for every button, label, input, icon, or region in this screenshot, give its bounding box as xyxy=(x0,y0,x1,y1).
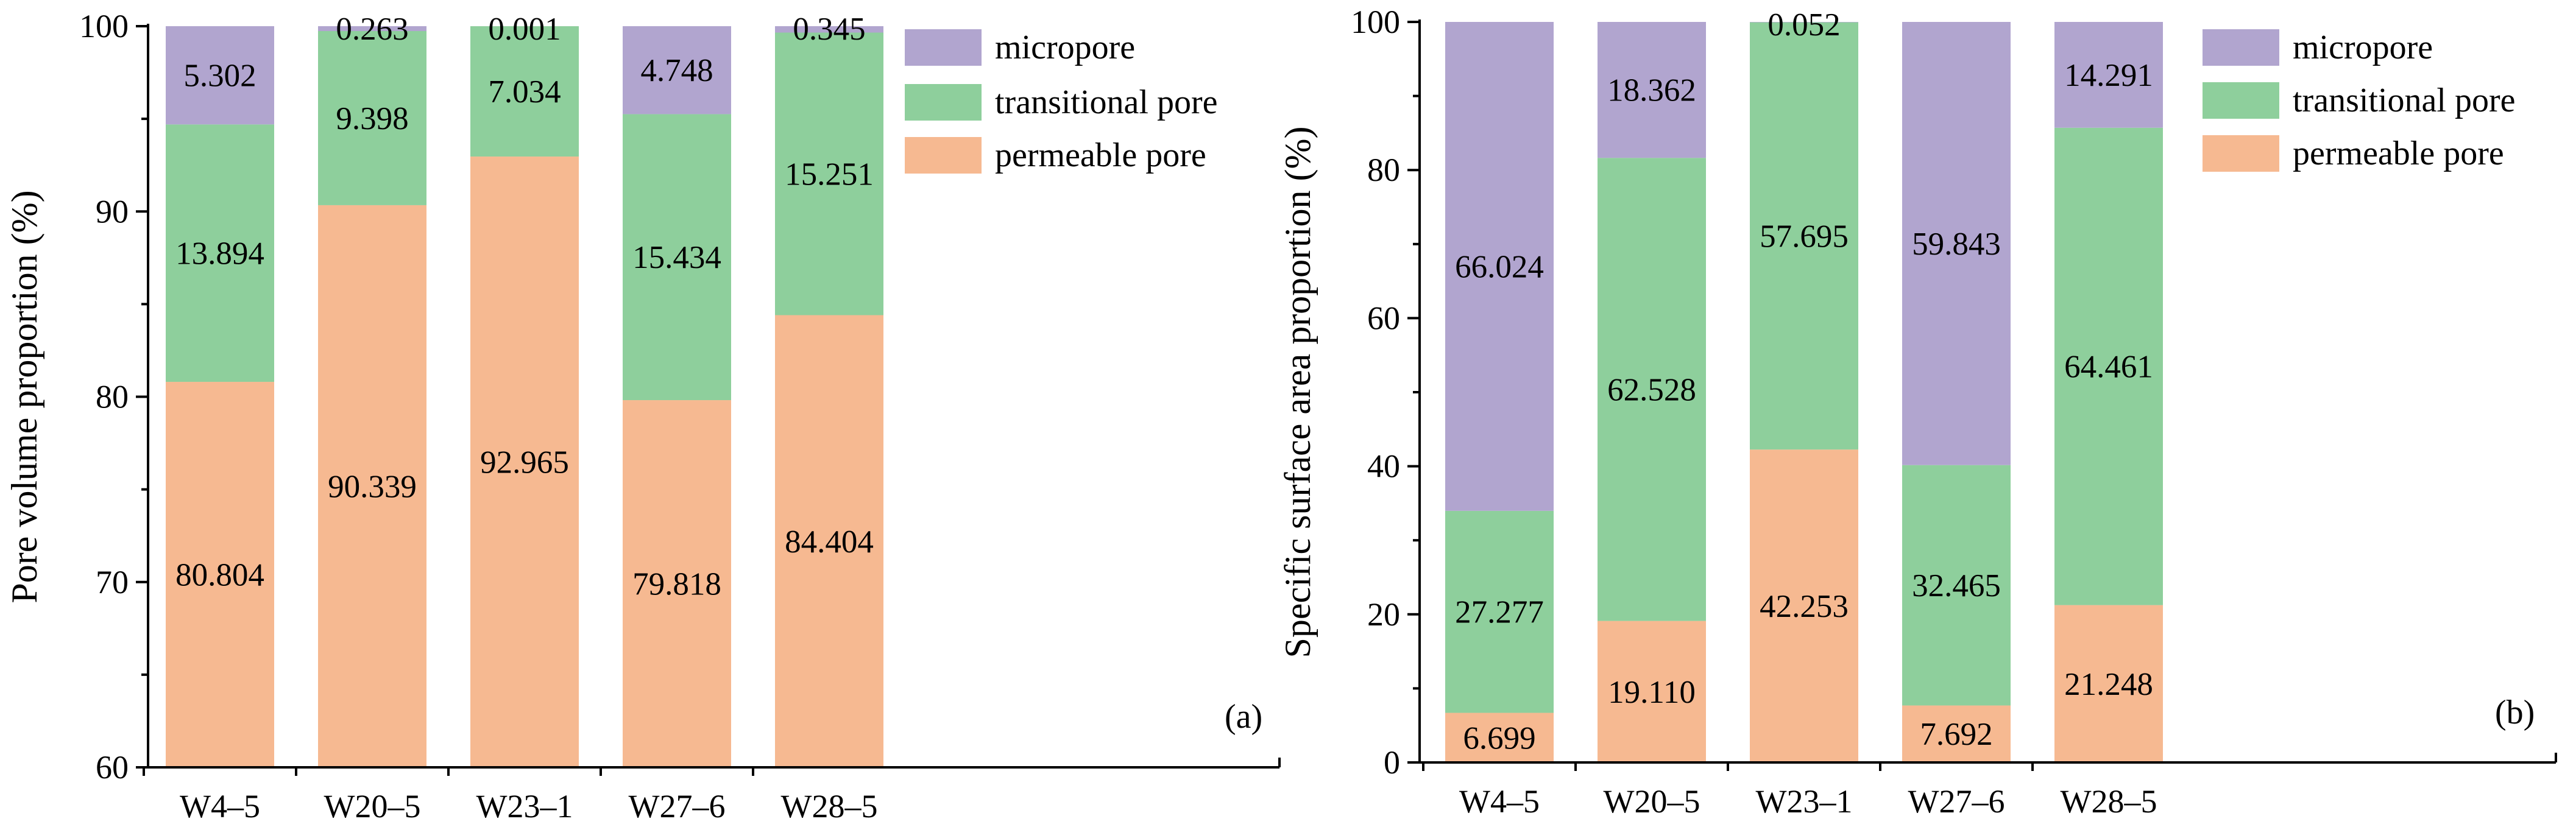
x-tick-label: W20–5 xyxy=(324,788,421,825)
legend-label: transitional pore xyxy=(995,83,1217,121)
bar-segment-permeable-pore xyxy=(623,400,731,767)
data-label: 79.818 xyxy=(632,567,721,602)
bar-segment-transitional-pore xyxy=(166,124,274,382)
legend-label: transitional pore xyxy=(2293,82,2515,119)
bar-segment-micropore xyxy=(1598,22,1706,158)
y-tick-label: 70 xyxy=(96,564,129,600)
data-label: 21.248 xyxy=(2064,667,2153,702)
panel-label: (a) xyxy=(1225,698,1262,736)
data-label: 62.528 xyxy=(1607,372,1696,407)
data-label: 5.302 xyxy=(183,58,256,94)
panel-label: (b) xyxy=(2495,694,2535,731)
y-tick-label: 100 xyxy=(1351,4,1400,40)
chart-panel-b: 6.699 27.277 66.024 W4–5 19.110 62.528 18.362 W… xyxy=(1278,4,2557,820)
bar-segment-permeable-pore xyxy=(166,382,274,767)
bar-segment-transitional-pore xyxy=(2054,127,2163,605)
data-label: 57.695 xyxy=(1760,219,1849,254)
y-tick-label: 80 xyxy=(1367,152,1400,188)
bar-segment-transitional-pore xyxy=(318,31,426,205)
y-axis-title: Pore volume proportion (%) xyxy=(4,190,44,603)
data-label: 9.398 xyxy=(336,101,408,136)
y-axis-title: Specific surface area proportion (%) xyxy=(1278,127,1318,658)
data-label: 6.699 xyxy=(1463,720,1535,756)
x-tick-label: W4–5 xyxy=(1459,783,1540,820)
bar-segment-micropore xyxy=(775,26,883,33)
bar-segment-transitional-pore xyxy=(470,26,579,157)
bar-segment-permeable-pore xyxy=(1902,705,2011,762)
data-label: 14.291 xyxy=(2064,58,2153,93)
bar-segment-micropore xyxy=(2054,22,2163,128)
bar-segment-transitional-pore xyxy=(1750,22,1858,450)
y-tick-label: 40 xyxy=(1367,448,1400,485)
y-tick-label: 90 xyxy=(96,193,129,230)
bar-segment-micropore xyxy=(1750,22,1858,23)
x-tick-label: W27–6 xyxy=(629,788,726,825)
legend-swatch xyxy=(905,84,982,121)
data-label: 15.434 xyxy=(632,240,721,275)
data-label: 4.748 xyxy=(640,53,713,88)
bar-segment-permeable-pore xyxy=(2054,605,2163,762)
legend-swatch xyxy=(2203,135,2279,172)
data-label: 18.362 xyxy=(1607,73,1696,108)
data-label: 0.263 xyxy=(336,12,408,47)
legend-label: permeable pore xyxy=(2293,135,2504,172)
bar-segment-transitional-pore xyxy=(623,114,731,401)
data-label: 0.052 xyxy=(1767,7,1840,43)
y-tick-label: 80 xyxy=(96,379,129,415)
x-tick-label: W23–1 xyxy=(1756,783,1853,820)
bar-segment-micropore xyxy=(318,26,426,32)
bar-segment-permeable-pore xyxy=(470,157,579,767)
y-tick-label: 0 xyxy=(1384,744,1400,781)
legend-swatch xyxy=(905,29,982,66)
data-label: 64.461 xyxy=(2064,350,2153,385)
bar-segment-transitional-pore xyxy=(1598,158,1706,621)
data-label: 19.110 xyxy=(1608,675,1696,710)
legend-label: micropore xyxy=(995,29,1135,66)
bar-segment-permeable-pore xyxy=(775,315,883,767)
bar-segment-transitional-pore xyxy=(1902,465,2011,706)
data-label: 13.894 xyxy=(175,236,264,272)
data-label: 0.001 xyxy=(488,12,561,47)
data-label: 32.465 xyxy=(1912,568,2001,604)
bar-segment-permeable-pore xyxy=(1750,449,1858,762)
legend-label: permeable pore xyxy=(995,136,1206,174)
x-tick-label: W27–6 xyxy=(1908,783,2005,820)
x-tick-label: W23–1 xyxy=(476,788,573,825)
y-tick-label: 60 xyxy=(96,749,129,786)
bar-segment-transitional-pore xyxy=(775,32,883,315)
legend-label: micropore xyxy=(2293,29,2433,66)
legend-swatch xyxy=(905,137,982,174)
data-label: 7.034 xyxy=(488,74,561,110)
data-label: 84.404 xyxy=(785,524,874,560)
data-label: 66.024 xyxy=(1455,249,1544,284)
bar-segment-micropore xyxy=(166,26,274,125)
y-tick-label: 60 xyxy=(1367,300,1400,336)
bar-segment-permeable-pore xyxy=(318,205,426,767)
x-tick-label: W20–5 xyxy=(1604,783,1700,820)
bar-segment-micropore xyxy=(623,26,731,114)
data-label: 92.965 xyxy=(480,445,569,480)
bar-segment-micropore xyxy=(1445,22,1554,511)
bar-segment-permeable-pore xyxy=(1598,621,1706,762)
legend-swatch xyxy=(2203,29,2279,66)
x-tick-label: W28–5 xyxy=(2061,783,2157,820)
bar-segment-permeable-pore xyxy=(1445,713,1554,762)
data-label: 80.804 xyxy=(175,558,264,593)
legend-swatch xyxy=(2203,82,2279,119)
bar-segment-transitional-pore xyxy=(1445,510,1554,713)
bar-segment-micropore xyxy=(1902,22,2011,465)
data-label: 15.251 xyxy=(785,157,874,192)
y-tick-label: 100 xyxy=(79,8,129,44)
data-label: 42.253 xyxy=(1760,589,1849,624)
chart-panel-a: 80.804 13.894 5.302 W4–5 90.339 9.398 0.263 W20… xyxy=(4,8,1281,825)
data-label: 7.692 xyxy=(1920,717,1992,752)
data-label: 0.345 xyxy=(793,12,865,47)
x-tick-label: W28–5 xyxy=(781,788,878,825)
data-label: 59.843 xyxy=(1912,227,2001,262)
data-label: 90.339 xyxy=(328,469,417,504)
y-tick-label: 20 xyxy=(1367,596,1400,633)
x-tick-label: W4–5 xyxy=(180,788,260,825)
data-label: 27.277 xyxy=(1455,595,1544,630)
